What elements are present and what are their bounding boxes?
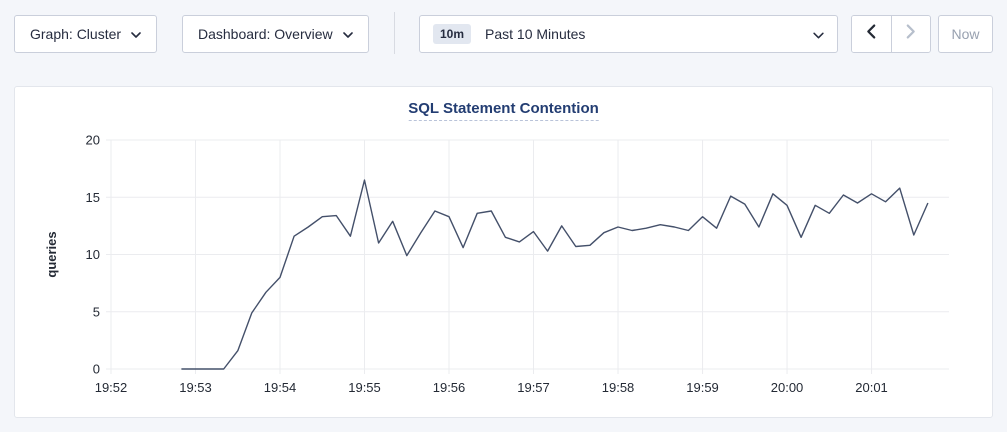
svg-text:19:53: 19:53 xyxy=(179,380,212,395)
chevron-down-icon xyxy=(342,32,353,38)
svg-text:5: 5 xyxy=(93,304,100,319)
svg-text:19:54: 19:54 xyxy=(264,380,297,395)
svg-text:19:55: 19:55 xyxy=(348,380,381,395)
svg-text:10: 10 xyxy=(86,247,100,262)
time-range-selector[interactable]: 10m Past 10 Minutes xyxy=(419,15,838,53)
graph-dropdown[interactable]: Graph: Cluster xyxy=(14,15,158,53)
svg-text:19:58: 19:58 xyxy=(602,380,635,395)
svg-text:19:52: 19:52 xyxy=(95,380,128,395)
chevron-left-icon xyxy=(866,24,876,44)
svg-text:20:01: 20:01 xyxy=(855,380,888,395)
svg-text:19:56: 19:56 xyxy=(433,380,466,395)
chevron-down-icon xyxy=(813,26,824,42)
chevron-right-icon xyxy=(906,24,916,44)
svg-text:19:59: 19:59 xyxy=(686,380,719,395)
time-backward-button[interactable] xyxy=(852,16,892,52)
chart-card: SQL Statement Contention 19:52 19:53 19:54… xyxy=(14,86,993,418)
svg-text:20: 20 xyxy=(86,133,100,148)
now-button[interactable]: Now xyxy=(938,15,993,53)
dashboard-dropdown[interactable]: Dashboard: Overview xyxy=(182,15,369,53)
graph-dropdown-label: Graph: Cluster xyxy=(30,26,122,42)
svg-text:19:57: 19:57 xyxy=(517,380,550,395)
toolbar-divider xyxy=(394,12,395,54)
sql-contention-chart[interactable]: 19:52 19:53 19:54 19:55 19:56 19:57 19:58 19:59… xyxy=(15,87,992,417)
time-range-label: Past 10 Minutes xyxy=(485,26,586,42)
svg-text:15: 15 xyxy=(86,190,100,205)
svg-text:0: 0 xyxy=(93,362,100,377)
dashboard-dropdown-label: Dashboard: Overview xyxy=(198,26,333,42)
time-nav-group xyxy=(851,15,931,53)
svg-text:queries: queries xyxy=(44,231,59,277)
svg-text:20:00: 20:00 xyxy=(771,380,804,395)
chart-title[interactable]: SQL Statement Contention xyxy=(408,100,599,121)
chevron-down-icon xyxy=(131,32,141,38)
time-range-badge: 10m xyxy=(433,24,472,44)
time-forward-button[interactable] xyxy=(891,16,930,52)
